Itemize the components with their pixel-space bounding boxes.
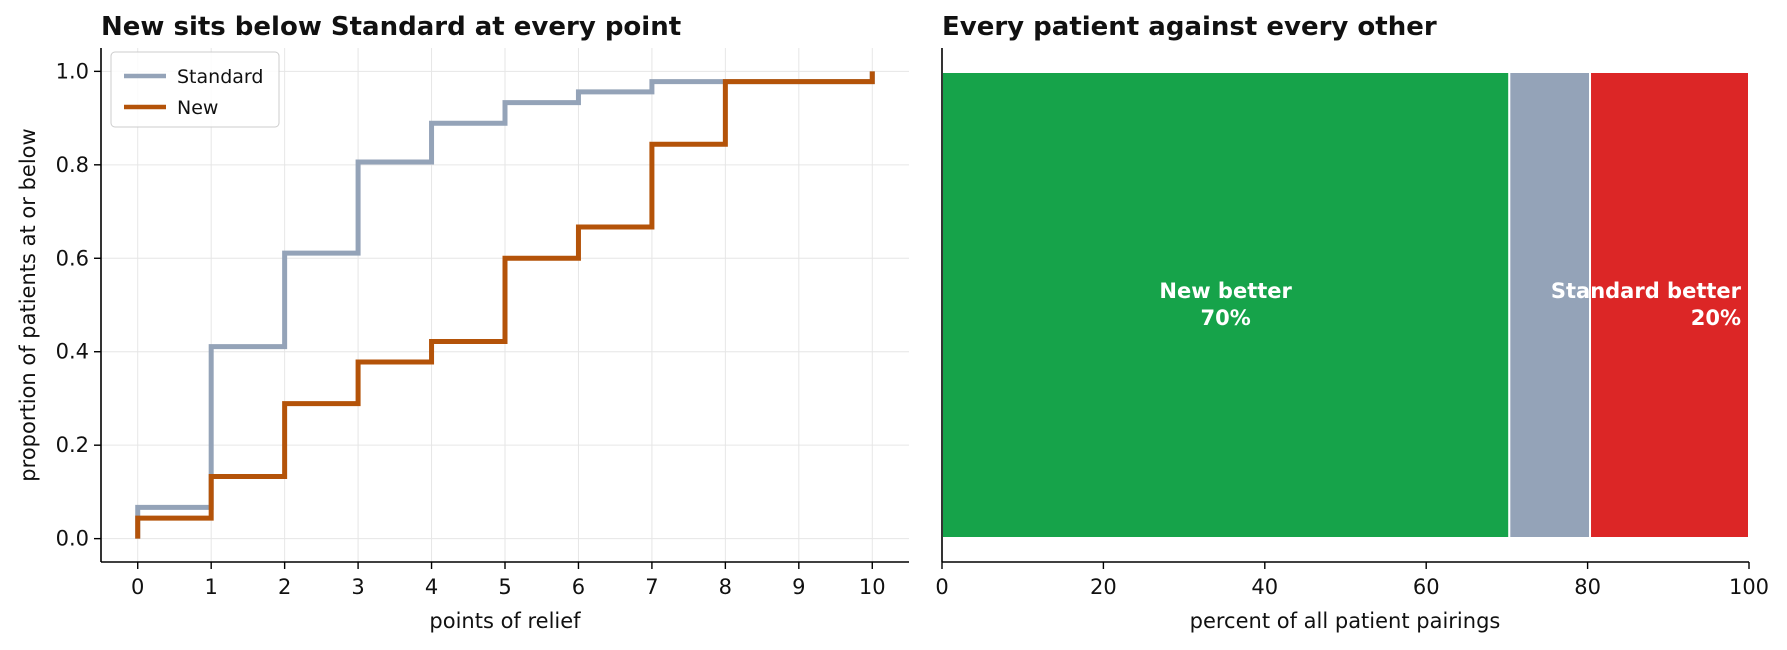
left-x-tick-label: 7 [645, 575, 658, 599]
left-y-ticks: 0.0 0.2 0.4 0.6 0.8 1.0 [56, 59, 101, 551]
left-x-tick-label: 10 [859, 575, 886, 599]
left-x-tick-label: 1 [204, 575, 217, 599]
right-x-tick-label: 0 [935, 575, 948, 599]
left-y-tick-label: 1.0 [56, 59, 89, 83]
left-y-tick-label: 0.6 [56, 246, 89, 270]
segment-percent-standard-better: 20% [1691, 306, 1741, 330]
right-x-tick-label: 80 [1574, 575, 1601, 599]
bar-segment-tie [1508, 71, 1592, 539]
right-chart-panel: Every patient against every other New be… [935, 12, 1769, 633]
left-x-axis-label: points of relief [429, 609, 581, 633]
left-y-tick-label: 0.0 [56, 527, 89, 551]
segment-percent-new-better: 70% [1201, 306, 1251, 330]
legend: Standard New [110, 51, 280, 128]
left-x-tick-label: 2 [278, 575, 291, 599]
left-chart-panel: New sits below Standard at every point 0… [16, 12, 909, 633]
left-x-tick-label: 0 [131, 575, 144, 599]
left-y-tick-label: 0.2 [56, 433, 89, 457]
right-segment-labels: New better 70% Standard better 20% [1159, 279, 1741, 330]
right-x-tick-label: 20 [1090, 575, 1117, 599]
right-x-ticks: 0 20 40 60 80 100 [935, 562, 1769, 599]
right-x-tick-label: 40 [1251, 575, 1278, 599]
bar-segment-new-better [941, 71, 1511, 539]
series-line-new [135, 71, 875, 539]
left-x-tick-label: 6 [572, 575, 585, 599]
right-bar-segments [941, 71, 1750, 539]
segment-label-standard-better: Standard better [1551, 279, 1742, 303]
series-line-standard [135, 71, 875, 539]
legend-label-standard: Standard [177, 66, 263, 88]
left-y-tick-label: 0.8 [56, 153, 89, 177]
left-x-ticks: 0 1 2 3 4 5 6 7 8 9 10 [131, 562, 886, 599]
right-x-tick-label: 60 [1413, 575, 1440, 599]
left-y-tick-label: 0.4 [56, 340, 89, 364]
segment-label-new-better: New better [1159, 279, 1292, 303]
right-chart-title: Every patient against every other [942, 12, 1437, 42]
left-y-axis-label: proportion of patients at or below [16, 128, 40, 481]
legend-label-new: New [177, 97, 218, 119]
left-x-tick-label: 9 [792, 575, 805, 599]
right-x-axis-label: percent of all patient pairings [1190, 609, 1501, 633]
right-x-tick-label: 100 [1729, 575, 1769, 599]
left-x-tick-label: 5 [498, 575, 511, 599]
left-series-group [135, 71, 875, 539]
left-chart-title: New sits below Standard at every point [101, 12, 681, 42]
left-x-tick-label: 8 [719, 575, 732, 599]
left-x-tick-label: 3 [351, 575, 364, 599]
bar-segment-standard-better [1589, 71, 1750, 539]
left-x-tick-label: 4 [425, 575, 438, 599]
